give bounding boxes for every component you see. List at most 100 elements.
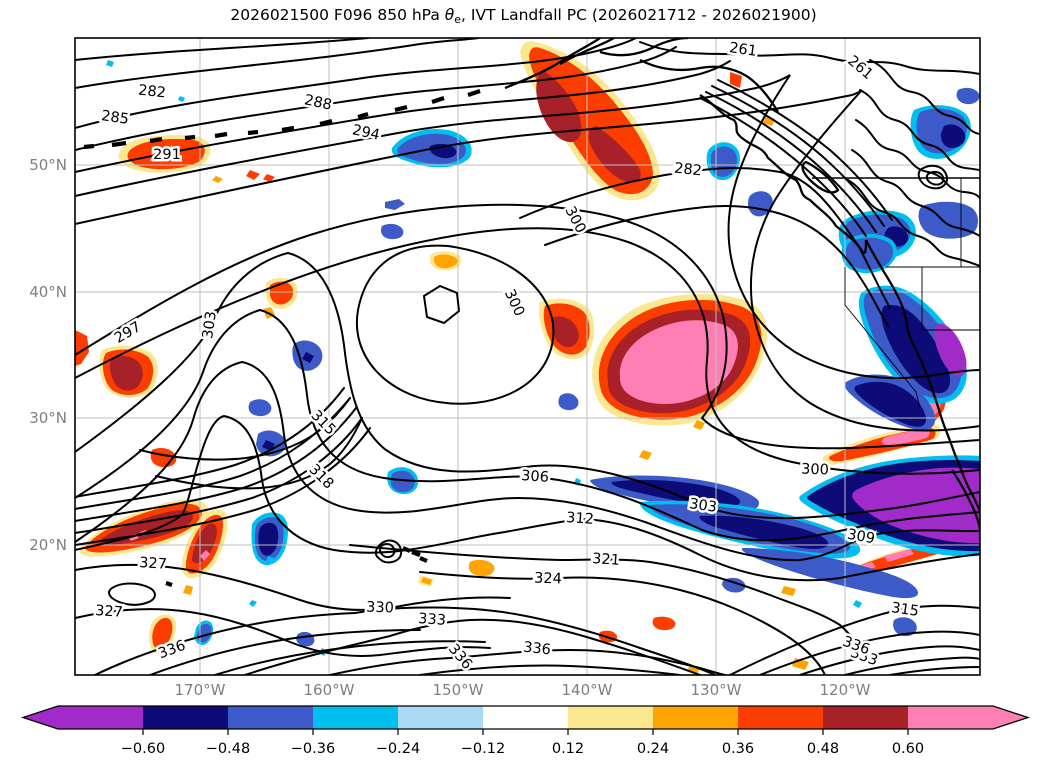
- coastline: [504, 38, 601, 90]
- contour-label: 327: [139, 555, 168, 573]
- colorbar-segment-lblue: [398, 706, 483, 729]
- theta-e-contour: [75, 251, 980, 520]
- shade-region-orange: [781, 586, 796, 596]
- theta-e-contour: [75, 203, 980, 450]
- colorbar-arrow-left: [23, 706, 58, 729]
- contour-label: 282: [673, 161, 702, 180]
- shade-region-orange: [693, 420, 705, 430]
- colorbar-tick-label: −0.12: [461, 741, 505, 757]
- contour-label: 300: [801, 462, 829, 479]
- shade-region-orange: [212, 176, 223, 183]
- colorbar-segment-pink: [908, 706, 993, 729]
- theta-e-contour: [544, 205, 889, 327]
- shade-region-ored: [75, 330, 89, 366]
- theta-e-contour: [859, 89, 980, 171]
- shade-region-dred: [100, 510, 194, 545]
- theta-e-contour: [419, 571, 826, 675]
- theta-e-contour: [378, 543, 396, 559]
- theta-e-contour: [75, 387, 345, 498]
- contour-label: 330: [366, 600, 394, 617]
- colorbar-segment-purple: [58, 706, 143, 729]
- theta-e-contour: [75, 563, 511, 611]
- theta-e-contour: [75, 308, 980, 542]
- theta-e-contour: [349, 544, 863, 661]
- shade-region-royal: [248, 399, 272, 417]
- shade-region-dred: [109, 356, 143, 391]
- shade-region-cyan: [266, 556, 274, 564]
- colorbar-segment-royal: [228, 706, 313, 729]
- theta-symbol: θ: [444, 6, 455, 24]
- colorbar-segment-ored: [738, 706, 823, 729]
- x-tick-label: 150°W: [433, 681, 484, 699]
- theta-e-contour: [847, 179, 980, 267]
- y-tick-label: 30°N: [29, 409, 67, 427]
- theta-e-contour: [75, 360, 980, 562]
- colorbar-segment-white: [483, 706, 568, 729]
- colorbar-tick-label: −0.24: [376, 741, 420, 757]
- theta-e-contour: [917, 164, 948, 190]
- map-frame: [74, 37, 981, 676]
- contour-label: 324: [534, 571, 562, 588]
- contour-label: 303: [200, 310, 220, 340]
- contour-label: 336: [522, 640, 551, 659]
- theta-e-contour: [844, 656, 980, 675]
- theta-e-contour: [75, 417, 363, 534]
- theta-e-contour: [374, 539, 403, 564]
- shade-region-orange: [183, 585, 193, 595]
- shade-region-navy: [302, 352, 314, 363]
- shade-region-pink: [200, 550, 210, 561]
- colorbar: −0.60 −0.48 −0.36 −0.24 −0.12 0.12 0.24 0.36 0.4…: [20, 705, 1031, 757]
- theta-e-contour: [889, 666, 980, 675]
- contour-label: 336: [445, 641, 475, 672]
- shade-region-pink: [881, 430, 930, 445]
- shade-region-royal: [558, 393, 579, 411]
- coastline: [559, 38, 615, 65]
- shade-region-royal: [893, 617, 917, 637]
- x-tick-label: 130°W: [691, 681, 742, 699]
- theta-e-contour: [925, 170, 945, 186]
- shade-region-orange: [433, 254, 458, 269]
- theta-e-contour: [799, 645, 980, 675]
- theta-e-contour: [75, 89, 980, 432]
- theta-e-contour: [75, 46, 677, 151]
- colorbar-tick-label: 0.24: [637, 741, 669, 757]
- theta-e-contour: [214, 640, 486, 675]
- shade-region-cyan: [178, 96, 185, 102]
- theta-e-contour: [699, 97, 867, 237]
- shade-region-dred: [192, 523, 217, 564]
- theta-e-contour: [855, 119, 980, 199]
- shade-region-royal: [956, 87, 980, 105]
- colorbar-tick-label: −0.48: [206, 741, 250, 757]
- map-canvas: 2612612822822852882912942973003003003033…: [75, 38, 980, 675]
- shade-region-dred: [588, 126, 641, 183]
- theta-e-contour: [519, 167, 891, 309]
- contour-label: 282: [137, 83, 166, 102]
- contour-label: 312: [566, 510, 595, 528]
- contour-label: 315: [890, 600, 920, 620]
- theta-e-contour: [419, 664, 681, 675]
- colorbar-tick-label: −0.60: [121, 741, 165, 757]
- colorbar-tick-label: 0.60: [892, 741, 924, 757]
- shade-region-ored: [652, 616, 676, 631]
- theta-e-contour: [759, 630, 980, 675]
- shade-region-dred: [536, 70, 582, 143]
- shade-region-royal: [197, 623, 212, 643]
- theta-e-contour: [729, 604, 980, 675]
- shade-region-royal: [390, 470, 415, 493]
- theta-subscript: e: [454, 13, 462, 26]
- shade-region-royal: [380, 223, 404, 240]
- colorbar-segment-orange: [653, 706, 738, 729]
- shade-region-cyan: [249, 600, 257, 607]
- x-tick-label: 120°W: [820, 681, 871, 699]
- x-tick-label: 170°W: [175, 681, 226, 699]
- shade-region-navy: [854, 381, 927, 427]
- contour-label: 285: [100, 108, 130, 128]
- theta-e-contour: [75, 427, 371, 546]
- contour-label: 321: [592, 551, 621, 569]
- theta-e-contour: [75, 38, 369, 61]
- shade-region-ored: [263, 174, 275, 182]
- colorbar-tick-label: −0.36: [291, 741, 335, 757]
- contour-label: 306: [521, 468, 550, 486]
- theta-e-contour: [422, 284, 461, 325]
- y-tick-label: 20°N: [29, 536, 67, 554]
